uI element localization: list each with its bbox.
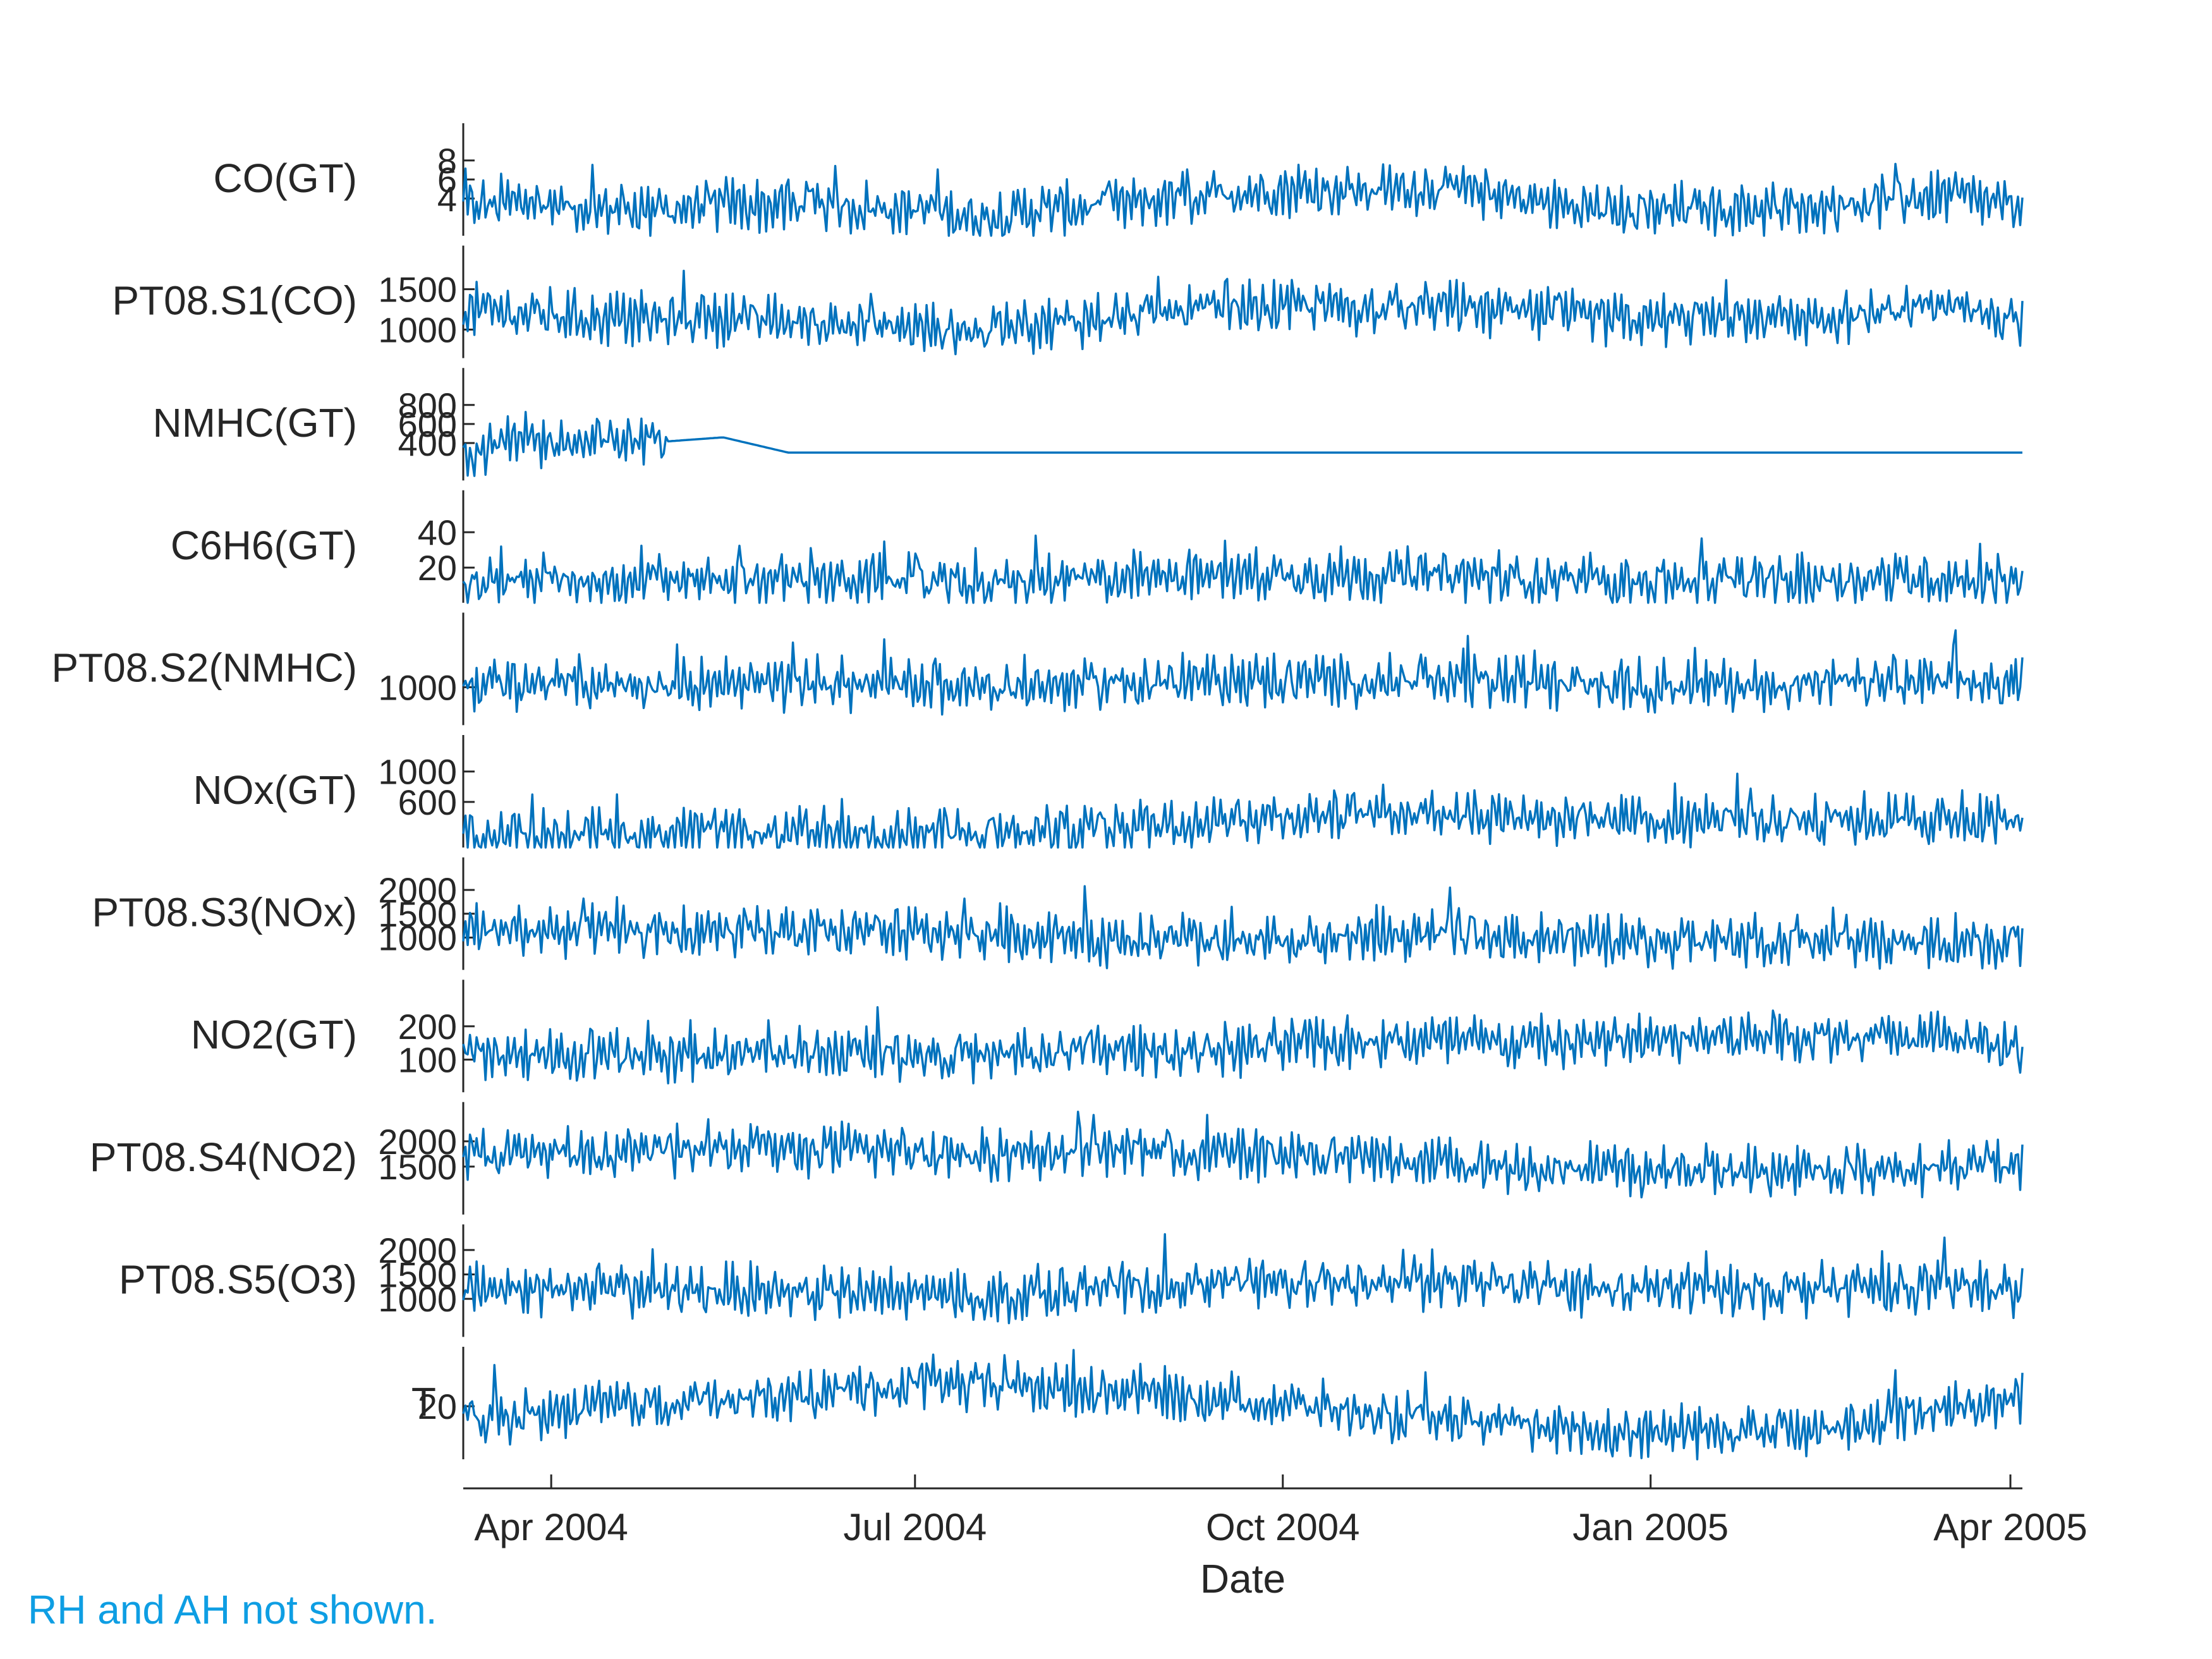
series-label: PT08.S3(NOx) — [92, 890, 357, 935]
series-label: PT08.S2(NMHC) — [51, 645, 357, 690]
series-label: CO(GT) — [214, 155, 358, 201]
series-line — [462, 772, 2024, 849]
series-line — [462, 885, 2024, 970]
series-line — [462, 162, 2024, 237]
y-tick-label: 1000 — [378, 918, 457, 957]
x-axis-label: Date — [1200, 1556, 1285, 1601]
y-tick-label: 100 — [398, 1040, 457, 1080]
y-tick-label: 4 — [437, 179, 457, 219]
y-tick-label: 1500 — [378, 894, 457, 934]
x-tick-label: Oct 2004 — [1206, 1506, 1360, 1548]
series-label: NO2(GT) — [191, 1012, 357, 1057]
series-line — [462, 1233, 2024, 1325]
series-label: PT08.S1(CO) — [112, 278, 357, 324]
series-label: T — [411, 1379, 436, 1425]
x-tick-label: Apr 2005 — [1933, 1506, 2087, 1548]
y-tick-label: 400 — [398, 423, 457, 463]
x-tick-label: Jan 2005 — [1572, 1506, 1729, 1548]
y-tick-label: 2000 — [378, 870, 457, 910]
y-tick-label: 1000 — [378, 667, 457, 707]
y-tick-label: 6 — [437, 160, 457, 200]
y-tick-label: 600 — [398, 782, 457, 822]
series-label: PT08.S4(NO2) — [90, 1134, 357, 1180]
series-line — [462, 629, 2024, 716]
y-tick-label: 20 — [418, 548, 457, 588]
y-tick-label: 800 — [398, 386, 457, 425]
y-tick-label: 200 — [398, 1007, 457, 1047]
x-tick-label: Apr 2004 — [474, 1506, 628, 1548]
y-tick-label: 20 — [418, 1387, 457, 1426]
y-tick-label: 1500 — [378, 1147, 457, 1187]
series-label: PT08.S5(O3) — [119, 1256, 357, 1302]
series-label: NOx(GT) — [193, 767, 358, 813]
series-line — [462, 1110, 2024, 1199]
y-tick-label: 40 — [418, 513, 457, 552]
x-tick-label: Jul 2004 — [843, 1506, 987, 1548]
y-tick-label: 1000 — [378, 752, 457, 792]
y-tick-label: 2000 — [378, 1122, 457, 1162]
series-line — [462, 1006, 2024, 1085]
series-line — [462, 534, 2024, 604]
series-label: C6H6(GT) — [171, 523, 357, 568]
series-line — [462, 269, 2024, 356]
series-line — [462, 411, 2022, 477]
y-tick-label: 2000 — [378, 1231, 457, 1270]
y-tick-label: 600 — [398, 404, 457, 444]
y-tick-label: 1500 — [378, 270, 457, 310]
footnote-text: RH and AH not shown. — [28, 1587, 437, 1632]
y-tick-label: 1000 — [378, 1279, 457, 1319]
series-line — [462, 1349, 2024, 1461]
y-tick-label: 1000 — [378, 310, 457, 349]
y-tick-label: 8 — [437, 141, 457, 181]
series-label: NMHC(GT) — [153, 400, 357, 446]
y-tick-label: 1500 — [378, 1255, 457, 1295]
